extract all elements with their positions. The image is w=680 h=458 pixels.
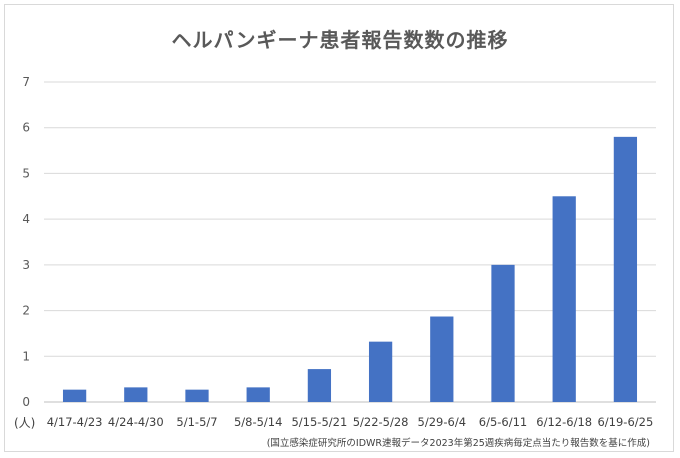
y-tick-label: 7 (22, 75, 30, 89)
x-tick-label: 5/29-6/4 (418, 415, 466, 429)
x-tick-label: 5/15-5/21 (291, 415, 347, 429)
x-tick-label: 6/5-6/11 (479, 415, 527, 429)
y-tick-label: 3 (22, 258, 30, 272)
bar (62, 389, 87, 402)
bar (246, 387, 270, 402)
source-note: (国立感染症研究所のIDWR速報データ2023年第25週疾病毎定点当たり報告数を… (266, 438, 650, 449)
bar (430, 316, 454, 402)
x-tick-label: 4/17-4/23 (47, 415, 103, 429)
y-tick-label: 1 (22, 349, 30, 363)
x-tick-label: 6/12-6/18 (536, 415, 592, 429)
bar (552, 196, 576, 402)
y-tick-label: 5 (22, 166, 30, 180)
x-tick-label: 4/24-4/30 (108, 415, 164, 429)
chart-title: ヘルパンギーナ患者報告数数の推移 (171, 28, 509, 52)
x-tick-label: 5/8-5/14 (234, 415, 282, 429)
bar (368, 341, 393, 402)
bar (491, 264, 515, 402)
y-tick-label: 6 (22, 121, 30, 135)
bar (185, 389, 209, 402)
y-unit-label: (人) (14, 416, 36, 430)
x-tick-label: 5/22-5/28 (353, 415, 409, 429)
bar (613, 136, 638, 402)
x-tick-label: 6/19-6/25 (597, 415, 653, 429)
y-tick-label: 2 (22, 304, 30, 318)
x-tick-label: 5/1-5/7 (176, 415, 217, 429)
y-tick-label: 4 (22, 212, 30, 226)
bar (124, 387, 148, 402)
bar (307, 369, 332, 402)
y-tick-label: 0 (22, 395, 30, 409)
